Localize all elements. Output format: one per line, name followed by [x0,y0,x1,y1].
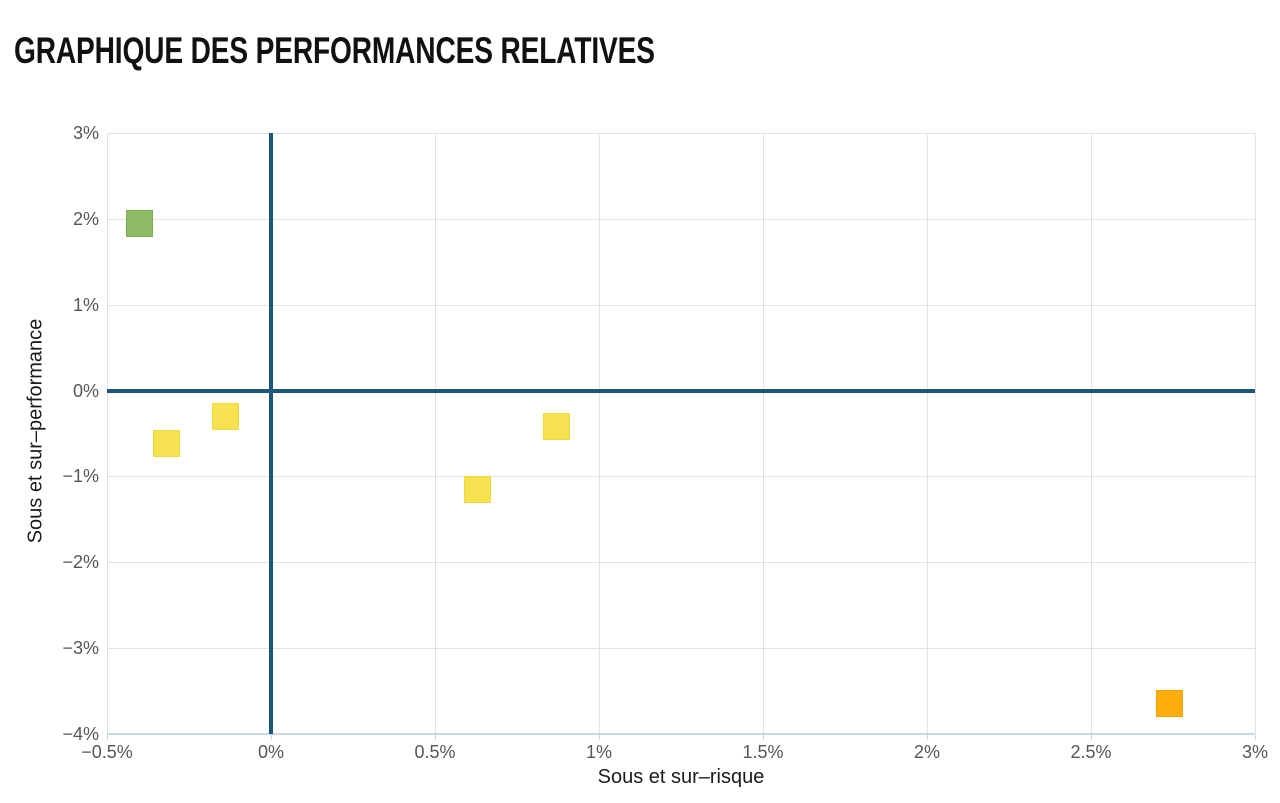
y-tick-label: −2% [62,552,99,572]
x-tick-label: 2.5% [1070,742,1112,762]
y-tick-label: −1% [62,466,99,486]
chart-title: GRAPHIQUE DES PERFORMANCES RELATIVES [14,30,655,71]
y-gridline [107,648,1255,649]
y-tick-label: 3% [72,123,99,143]
x-axis-tick-mark [271,735,272,740]
x-axis-title: Sous et sur–risque [597,766,765,788]
point-yellow-2[interactable] [211,402,239,430]
x-axis-line [107,733,1255,735]
x-axis-tick-mark [927,735,928,740]
x-axis-tick-mark [1255,735,1256,740]
point-orange[interactable] [1156,689,1184,717]
y-gridline [107,219,1255,220]
x-tick-label: −0.5% [81,742,133,762]
y-gridline [107,562,1255,563]
x-tick-label: 3% [1241,742,1268,762]
y-tick-label: 2% [72,209,99,229]
y-tick-label: −4% [62,724,99,744]
x-gridline [763,133,764,734]
x-tick-label: 2% [913,742,940,762]
x-gridline [1255,133,1256,734]
x-axis-tick-mark [763,735,764,740]
point-yellow-4[interactable] [542,413,570,441]
x-gridline [1091,133,1092,734]
y-gridline [107,476,1255,477]
x-axis-tick-mark [1091,735,1092,740]
x-gridline [927,133,928,734]
y-gridline [107,133,1255,134]
x-tick-label: 1.5% [742,742,784,762]
point-yellow-1[interactable] [152,430,180,458]
y-tick-label: −3% [62,638,99,658]
x-gridline [435,133,436,734]
y-tick-label: 0% [72,381,99,401]
x-axis-tick-mark [107,735,108,740]
zero-line-horizontal [107,389,1255,393]
zero-line-vertical [269,133,273,734]
x-axis-tick-mark [435,735,436,740]
x-tick-label: 1% [585,742,612,762]
y-axis-title: Sous et sur–performance [24,318,47,544]
y-tick-label: 1% [72,295,99,315]
x-axis-tick-mark [599,735,600,740]
x-gridline [599,133,600,734]
x-tick-label: 0.5% [414,742,456,762]
y-gridline [107,305,1255,306]
point-yellow-3[interactable] [464,475,492,503]
x-tick-label: 0% [257,742,284,762]
x-gridline [107,133,108,734]
point-green[interactable] [126,209,154,237]
